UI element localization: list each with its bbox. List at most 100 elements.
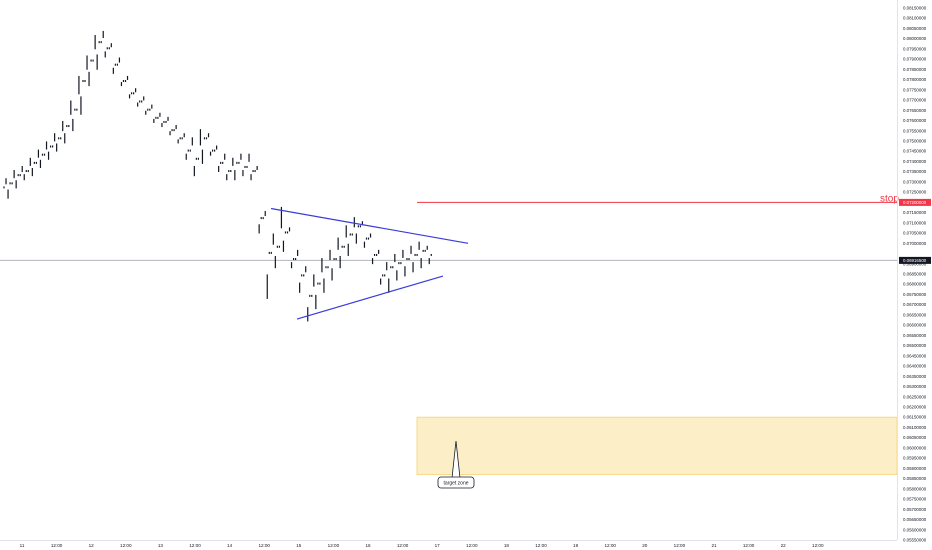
ohlc-segment bbox=[323, 278, 325, 293]
ohlc-segment bbox=[380, 278, 382, 285]
ohlc-segment bbox=[41, 153, 44, 156]
ohlc-bar bbox=[278, 206, 287, 252]
ohlc-segment bbox=[5, 178, 7, 185]
ohlc-segment bbox=[11, 182, 13, 185]
ohlc-segment bbox=[151, 104, 153, 109]
ohlc-segment bbox=[240, 153, 242, 160]
price-tick-label: 0.07050000 bbox=[903, 231, 927, 236]
ohlc-segment bbox=[402, 249, 404, 258]
ohlc-segment bbox=[357, 225, 359, 228]
ohlc-segment bbox=[43, 153, 46, 156]
price-tick-label: 0.06200000 bbox=[903, 405, 927, 410]
ohlc-segment bbox=[222, 161, 224, 164]
ohlc-segment bbox=[345, 225, 347, 238]
ohlc-segment bbox=[171, 129, 173, 132]
time-tick-label: 12:00 bbox=[189, 543, 201, 548]
ohlc-segment bbox=[250, 174, 252, 181]
ohlc-segment bbox=[96, 54, 98, 70]
ohlc-segment bbox=[282, 240, 285, 252]
ohlc-bar bbox=[254, 165, 262, 234]
ohlc-bar bbox=[205, 133, 214, 156]
ohlc-segment bbox=[392, 266, 394, 269]
ohlc-segment bbox=[124, 80, 127, 83]
ohlc-segment bbox=[303, 274, 305, 277]
time-tick-label: 22 bbox=[781, 543, 787, 548]
ohlc-segment bbox=[209, 151, 212, 156]
ohlc-segment bbox=[430, 253, 432, 256]
ohlc-segment bbox=[404, 266, 406, 277]
ohlc-segment bbox=[355, 233, 357, 244]
ohlc-segment bbox=[169, 131, 171, 136]
price-tick-label: 0.07550000 bbox=[903, 128, 927, 133]
ohlc-bar bbox=[424, 245, 432, 265]
ohlc-segment bbox=[400, 262, 402, 265]
ohlc-segment bbox=[163, 120, 165, 123]
ohlc-segment bbox=[367, 237, 370, 240]
ohlc-segment bbox=[313, 274, 315, 287]
price-tick-label: 0.06750000 bbox=[903, 292, 927, 297]
ohlc-bar bbox=[19, 165, 27, 181]
ohlc-segment bbox=[94, 35, 96, 50]
ohlc-segment bbox=[139, 100, 141, 103]
price-tick-label: 0.05600000 bbox=[903, 527, 927, 532]
ohlc-segment bbox=[183, 133, 185, 138]
ohlc-segment bbox=[424, 249, 426, 252]
time-tick-label: 20 bbox=[642, 543, 648, 548]
ohlc-bar bbox=[214, 145, 222, 173]
ohlc-segment bbox=[165, 120, 167, 123]
ohlc-segment bbox=[382, 274, 384, 277]
ohlc-segment bbox=[408, 258, 410, 261]
ohlc-segment bbox=[315, 294, 317, 310]
ohlc-segment bbox=[272, 233, 274, 245]
time-axis: 11 12:00 12 12:00 13 12:00 14 12:00 15 12:00 16 12:… bbox=[0, 540, 897, 548]
ohlc-segment bbox=[88, 71, 90, 87]
ohlc-segment bbox=[378, 249, 380, 254]
ohlc-segment bbox=[68, 125, 70, 128]
ohlc-segment bbox=[60, 137, 62, 140]
ohlc-segment bbox=[179, 137, 181, 140]
ohlc-segment bbox=[177, 139, 179, 144]
ohlc-segment bbox=[351, 233, 353, 236]
ohlc-segment bbox=[106, 47, 108, 50]
price-tick-label: 0.06400000 bbox=[903, 364, 927, 369]
callout-box bbox=[437, 476, 475, 489]
ohlc-segment bbox=[92, 59, 94, 62]
price-tick-label: 0.05750000 bbox=[903, 497, 927, 502]
ohlc-segment bbox=[157, 116, 159, 119]
price-tick-label: 0.06700000 bbox=[903, 302, 927, 307]
ohlc-segment bbox=[333, 258, 335, 261]
ohlc-segment bbox=[343, 245, 345, 248]
ohlc-segment bbox=[426, 245, 428, 250]
time-tick-label: 12:00 bbox=[812, 543, 824, 548]
price-tick-label: 0.06850000 bbox=[903, 272, 927, 277]
triangle-lower-trendline bbox=[296, 275, 444, 320]
ohlc-segment bbox=[62, 120, 64, 132]
ohlc-bar bbox=[181, 133, 189, 160]
ohlc-segment bbox=[394, 253, 396, 263]
ohlc-segment bbox=[292, 258, 295, 261]
ohlc-segment bbox=[195, 157, 197, 160]
ohlc-bar bbox=[335, 237, 343, 269]
price-tick-label: 0.07850000 bbox=[903, 67, 927, 72]
ohlc-segment bbox=[207, 133, 210, 138]
ohlc-bar bbox=[189, 137, 197, 177]
time-tick-label: 12:00 bbox=[604, 543, 616, 548]
ohlc-segment bbox=[211, 149, 214, 152]
ohlc-segment bbox=[128, 94, 131, 99]
ohlc-segment bbox=[130, 92, 133, 95]
ohlc-segment bbox=[301, 274, 303, 277]
ohlc-segment bbox=[21, 165, 23, 173]
ohlc-segment bbox=[98, 41, 100, 44]
price-tick-label: 0.06500000 bbox=[903, 343, 927, 348]
stop-price-value: 0.07200000 bbox=[903, 200, 927, 205]
ohlc-segment bbox=[337, 237, 339, 250]
ohlc-segment bbox=[155, 116, 157, 119]
price-tick-label: 0.08100000 bbox=[903, 16, 927, 21]
ohlc-segment bbox=[181, 137, 183, 140]
ohlc-segment bbox=[228, 170, 230, 173]
price-axis: 0.08150000 0.08100000 0.08050000 0.08000000… bbox=[897, 0, 931, 543]
ohlc-segment bbox=[84, 80, 86, 83]
time-tick-label: 19 bbox=[573, 543, 579, 548]
price-tick-label: 0.06550000 bbox=[903, 333, 927, 338]
ohlc-segment bbox=[7, 189, 9, 199]
